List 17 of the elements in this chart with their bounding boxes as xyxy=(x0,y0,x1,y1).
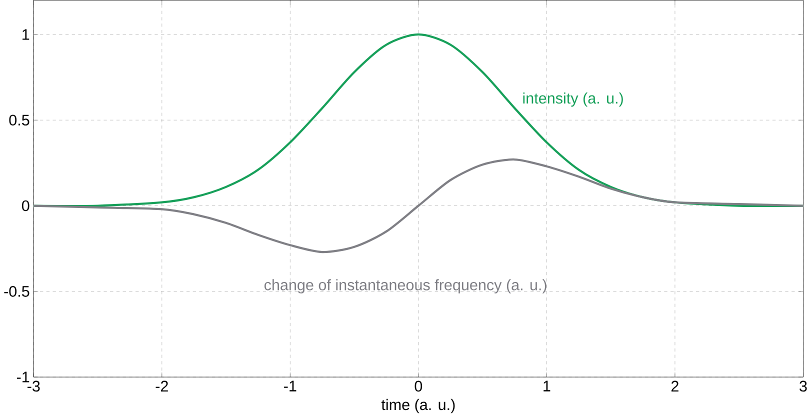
y-tick-label: 0.5 xyxy=(9,114,30,126)
text: change of instantaneous frequency (a. u.) xyxy=(264,279,546,294)
x-axis-title: time (a. u.) xyxy=(381,399,455,414)
line-series xyxy=(34,158,804,254)
x-tick-label: -2 xyxy=(156,380,168,392)
x-tick-label: -3 xyxy=(28,380,40,392)
x-tick-label: 2 xyxy=(671,380,678,392)
y-tick-label: 0 xyxy=(22,200,30,212)
y-tick-label: 1 xyxy=(22,29,30,40)
x-tick-label: -1 xyxy=(284,380,296,392)
x-tick-label: 0 xyxy=(414,380,422,392)
line-series xyxy=(34,34,804,208)
y-tick-label: -1 xyxy=(16,372,30,382)
x-tick-label: 1 xyxy=(544,380,550,392)
y-tick-label: -0.5 xyxy=(4,286,30,297)
series-label: intensity (a. u.) xyxy=(523,92,623,107)
x-tick-label: 3 xyxy=(800,380,807,392)
